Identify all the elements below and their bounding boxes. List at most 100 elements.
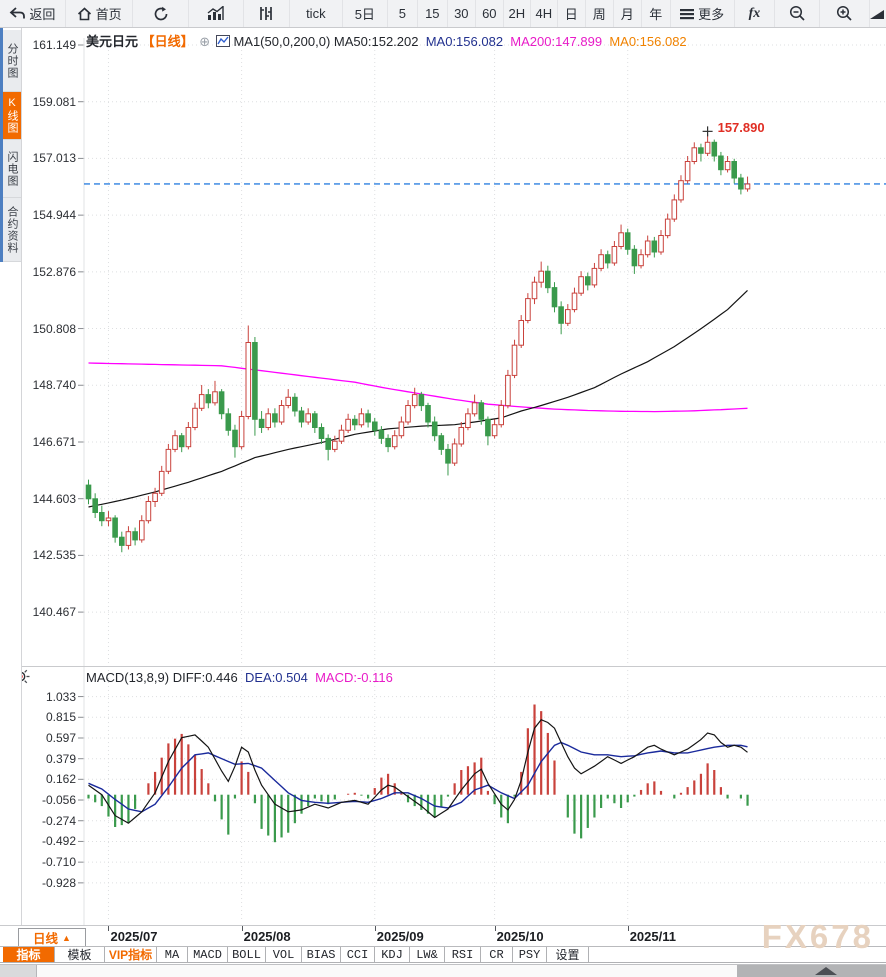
zoom-out-button[interactable] xyxy=(775,0,821,27)
toolbar-period-年[interactable]: 年 xyxy=(642,0,671,27)
x-axis-label: 2025/09 xyxy=(376,929,424,944)
candle-body xyxy=(618,232,624,248)
tab-CR[interactable]: CR xyxy=(481,947,513,962)
home-button[interactable]: 首页 xyxy=(66,0,134,27)
tab-模板[interactable]: 模板 xyxy=(55,947,105,962)
toolbar-period-4H[interactable]: 4H xyxy=(531,0,558,27)
refresh-button[interactable] xyxy=(133,0,190,27)
sidebar-item-K线图[interactable]: K线图 xyxy=(3,92,21,140)
sidebar-item-闪电图[interactable]: 闪电图 xyxy=(3,140,21,198)
candle-body xyxy=(398,421,405,437)
candle-body xyxy=(272,413,278,423)
fx-button[interactable]: fx xyxy=(735,0,776,27)
toolbar-period-15[interactable]: 15 xyxy=(418,0,448,27)
tab-PSY[interactable]: PSY xyxy=(513,947,547,962)
tab-VOL[interactable]: VOL xyxy=(266,947,302,962)
x-axis-tick xyxy=(494,926,496,931)
toolbar-period-30[interactable]: 30 xyxy=(448,0,476,27)
area-chart-button[interactable] xyxy=(189,0,244,27)
candle-body xyxy=(318,427,325,439)
ma50-value: MA50:152.202 xyxy=(333,34,419,49)
candle-body xyxy=(611,246,618,264)
sidebar-item-分时图[interactable]: 分时图 xyxy=(3,30,21,92)
candle-body xyxy=(105,517,112,522)
tab-LW&[interactable]: LW& xyxy=(410,947,445,962)
tab-BOLL[interactable]: BOLL xyxy=(228,947,266,962)
candle-body xyxy=(498,405,504,426)
candle-body xyxy=(285,396,291,406)
candle-body xyxy=(352,418,358,426)
candle-body xyxy=(205,394,212,404)
candle-body xyxy=(538,270,545,283)
tab-BIAS[interactable]: BIAS xyxy=(302,947,341,962)
toolbar-period-2H[interactable]: 2H xyxy=(504,0,531,27)
high-price-label: 157.890 xyxy=(717,120,765,136)
back-button[interactable]: 返回 xyxy=(0,0,66,27)
candle-body xyxy=(411,394,418,407)
bottom-scrollbar xyxy=(0,964,886,977)
chart-type-sidebar: 分时图 K线图 闪电图 合约资料 xyxy=(0,27,22,925)
price-axis-label: 154.944 xyxy=(32,208,76,223)
x-axis-tick xyxy=(241,926,243,931)
toolbar-period-tick[interactable]: tick xyxy=(290,0,343,27)
scrollbar-thumb[interactable] xyxy=(737,965,886,977)
tab-RSI[interactable]: RSI xyxy=(445,947,481,962)
candle-body xyxy=(585,276,591,286)
candle-body xyxy=(651,240,658,253)
tab-MA[interactable]: MA xyxy=(157,947,188,962)
period-tag: 【日线】 xyxy=(141,34,194,49)
ma0-orange-value: MA0:156.082 xyxy=(609,34,687,49)
zoom-in-button[interactable] xyxy=(820,0,870,27)
price-axis-label: 148.740 xyxy=(32,378,76,393)
price-axis-label: 144.603 xyxy=(32,491,76,506)
toolbar-period-月[interactable]: 月 xyxy=(614,0,642,27)
candle-body xyxy=(678,180,684,201)
candle-body xyxy=(451,443,458,464)
more-button[interactable]: 更多 xyxy=(671,0,735,27)
price-axis-label: 142.535 xyxy=(32,548,76,563)
tab-VIP指标[interactable]: VIP指标 xyxy=(105,947,157,962)
candle-body xyxy=(252,342,258,420)
toolbar-period-60[interactable]: 60 xyxy=(476,0,504,27)
candle-body xyxy=(485,418,491,437)
candle-chart-button[interactable] xyxy=(244,0,290,27)
x-axis-label: 2025/11 xyxy=(629,929,676,944)
tab-KDJ[interactable]: KDJ xyxy=(375,947,410,962)
home-label: 首页 xyxy=(95,7,122,22)
candle-body xyxy=(598,254,604,269)
candle-body xyxy=(372,421,378,431)
x-axis-tick xyxy=(374,926,376,931)
period-selector[interactable]: 日线 ▲ xyxy=(18,928,86,947)
x-axis-tick xyxy=(627,926,629,931)
panel-separator xyxy=(0,666,886,667)
expand-arrow-icon xyxy=(815,967,837,975)
candle-body xyxy=(638,254,644,267)
tab-指标[interactable]: 指标 xyxy=(3,947,55,962)
candle-body xyxy=(658,235,664,253)
area-chart-icon xyxy=(207,6,224,20)
candle-body xyxy=(152,492,158,502)
candle-body xyxy=(744,183,751,190)
price-axis-label: 140.467 xyxy=(32,605,76,620)
candle-body xyxy=(312,413,318,428)
toolbar-period-5[interactable]: 5 xyxy=(388,0,418,27)
toolbar-period-日[interactable]: 日 xyxy=(558,0,586,27)
candle-body xyxy=(238,416,245,448)
candle-body xyxy=(545,270,551,289)
candle-body xyxy=(724,161,731,171)
tab-MACD[interactable]: MACD xyxy=(188,947,228,962)
price-axis-label: 150.808 xyxy=(32,321,76,336)
add-indicator-icon[interactable]: ⊕ xyxy=(199,34,211,49)
diff-line xyxy=(88,718,748,824)
candle-body xyxy=(551,287,558,308)
sidebar-item-合约资料[interactable]: 合约资料 xyxy=(3,198,21,262)
candle-body xyxy=(119,536,125,546)
candle-body xyxy=(445,448,451,464)
overflow-button[interactable] xyxy=(869,0,886,27)
mini-chart-icon[interactable] xyxy=(215,35,230,47)
tab-设置[interactable]: 设置 xyxy=(547,947,589,962)
toolbar-period-5日[interactable]: 5日 xyxy=(343,0,388,27)
tab-CCI[interactable]: CCI xyxy=(341,947,375,962)
toolbar-period-周[interactable]: 周 xyxy=(586,0,614,27)
